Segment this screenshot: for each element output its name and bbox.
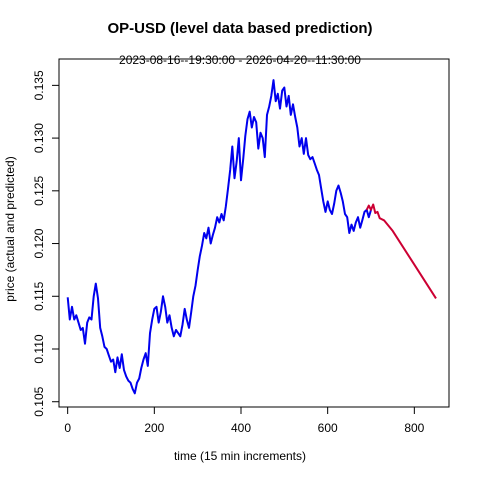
y-tick-label: 0.135 [32,70,46,100]
series-line-actual [66,79,372,395]
y-tick-label: 0.125 [32,175,46,205]
x-tick-label: 200 [144,421,164,435]
x-axis-label: time (15 min increments) [173,449,307,463]
x-tick-label: 800 [404,421,424,435]
y-tick-label: 0.130 [32,123,46,153]
series-line-predicted [365,203,437,299]
axes: 0 200 400 600 800 0.105 0.110 0.115 0.120 0.125 0.… [32,70,425,435]
x-tick-label: 0 [64,421,71,435]
x-tick-label: 400 [231,421,251,435]
y-tick-label: 0.105 [32,386,46,416]
y-tick-label: 0.120 [32,228,46,258]
y-tick-label: 0.115 [32,281,46,310]
x-tick-label: 600 [318,421,338,435]
plot-frame [58,58,450,408]
y-axis-label: price (actual and predicted) [3,156,17,302]
series-lines [66,79,437,395]
chart-title: OP-USD (level data based prediction) [107,20,373,37]
chart-subtitle: 2023-08-16--19:30:00 - 2026-04-20--11:30… [119,53,361,67]
y-tick-label: 0.110 [32,334,46,363]
